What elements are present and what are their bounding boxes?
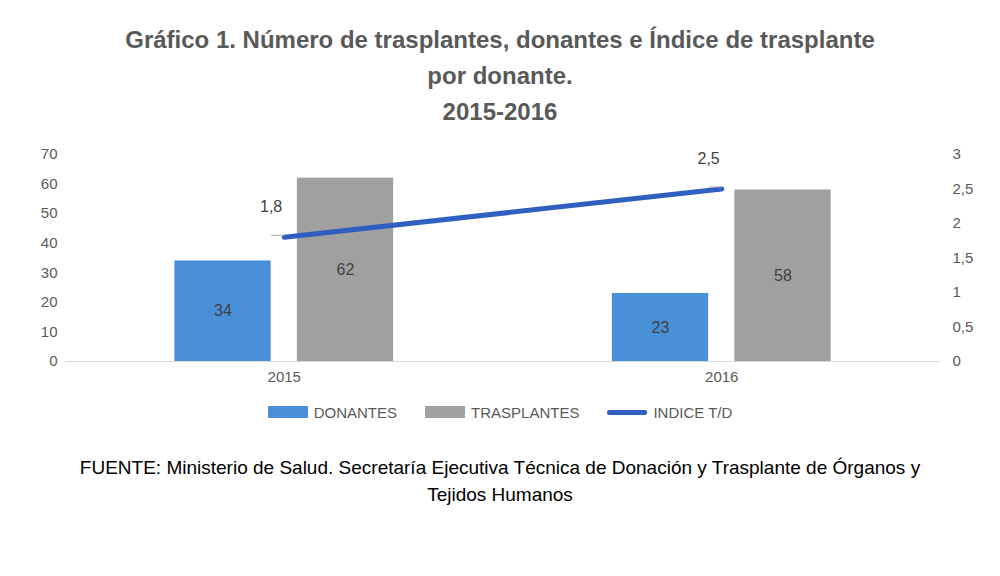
svg-text:23: 23 <box>652 319 670 336</box>
svg-text:1: 1 <box>953 283 961 300</box>
svg-text:0,5: 0,5 <box>953 318 974 335</box>
svg-text:30: 30 <box>41 264 58 281</box>
svg-text:60: 60 <box>41 175 58 192</box>
svg-text:40: 40 <box>41 234 58 251</box>
html-text:DONANTES: DONANTES <box>313 403 397 421</box>
svg-text:1,8: 1,8 <box>260 198 282 215</box>
svg-text:20: 20 <box>41 293 58 310</box>
svg-text:2016: 2016 <box>705 368 738 385</box>
html-text:Gráfico 1. Número de trasplant: Gráfico 1. Número de trasplantes, donant… <box>125 26 875 89</box>
html-text:2015-2016: 2015-2016 <box>442 98 558 125</box>
html-text:INDICE T/D: INDICE T/D <box>653 403 733 421</box>
svg-text:2: 2 <box>953 214 961 231</box>
html-text:TRASPLANTES: TRASPLANTES <box>471 403 580 421</box>
svg-text:0: 0 <box>49 352 57 369</box>
svg-text:2,5: 2,5 <box>953 180 974 197</box>
svg-text:2,5: 2,5 <box>698 150 720 167</box>
svg-text:34: 34 <box>214 302 232 319</box>
svg-text:10: 10 <box>41 323 58 340</box>
html-text:FUENTE: Ministerio de Salud. S: FUENTE: Ministerio de Salud. Secretaría … <box>79 457 921 505</box>
svg-text:62: 62 <box>337 261 355 278</box>
svg-text:50: 50 <box>41 204 58 221</box>
svg-text:70: 70 <box>41 145 58 162</box>
svg-text:3: 3 <box>953 145 961 162</box>
svg-text:1,5: 1,5 <box>953 249 974 266</box>
svg-text:2015: 2015 <box>268 368 301 385</box>
svg-text:0: 0 <box>953 352 961 369</box>
svg-text:58: 58 <box>774 267 792 284</box>
